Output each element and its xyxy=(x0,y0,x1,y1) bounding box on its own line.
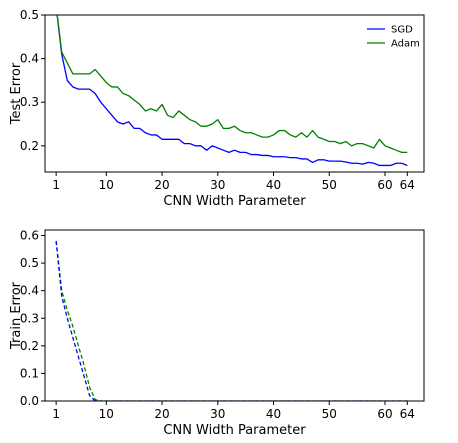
x-axis-label: CNN Width Parameter xyxy=(163,194,306,209)
axes-frame xyxy=(44,229,425,402)
series-line-adam xyxy=(56,15,408,154)
series-line-sgd xyxy=(56,15,408,167)
x-tick-label: 64 xyxy=(400,407,415,421)
x-tick-label: 64 xyxy=(400,178,415,192)
x-tick-label: 50 xyxy=(322,178,337,192)
x-tick-label: 20 xyxy=(154,178,169,192)
x-tick-label: 40 xyxy=(266,407,281,421)
x-tick-label: 1 xyxy=(52,407,60,421)
y-tick-label: 0.5 xyxy=(20,8,39,22)
legend-label-adam: Adam xyxy=(391,39,420,50)
series-line-series-2 xyxy=(55,240,408,401)
y-tick-label: 0.2 xyxy=(20,139,39,153)
x-axis-label: CNN Width Parameter xyxy=(163,423,306,438)
x-tick-label: 1 xyxy=(52,178,60,192)
legend-label-sgd: SGD xyxy=(391,25,413,36)
y-tick-label: 0.3 xyxy=(20,311,39,325)
y-tick-label: 0.1 xyxy=(20,366,39,380)
x-tick-label: 40 xyxy=(266,178,281,192)
y-tick-label: 0.2 xyxy=(20,339,39,353)
series-line-series-1 xyxy=(55,240,408,401)
y-axis-label: Train Error xyxy=(9,281,24,350)
axes-frame xyxy=(44,14,425,173)
legend: SGD Adam xyxy=(367,25,420,50)
test-error-chart: 1 10 20 30 40 50 60 64 0.2 0.3 0.4 0.5 CNN Width Par… xyxy=(9,8,425,209)
train-error-chart: 1 10 20 30 40 50 60 64 0.0 0.1 0.2 0.3 0.4 0.5 0.6 CNN … xyxy=(9,229,425,438)
x-tick-label: 30 xyxy=(210,178,225,192)
y-tick-label: 0.4 xyxy=(20,284,39,298)
x-tick-label: 60 xyxy=(377,178,392,192)
x-tick-label: 20 xyxy=(154,407,169,421)
y-tick-label: 0.5 xyxy=(20,256,39,270)
y-tick-label: 0.4 xyxy=(20,52,39,66)
x-tick-label: 30 xyxy=(210,407,225,421)
y-axis-label: Test Error xyxy=(9,62,24,125)
y-tick-label: 0.0 xyxy=(20,394,39,408)
x-tick-label: 10 xyxy=(99,407,114,421)
plot-area xyxy=(55,240,408,401)
plot-area xyxy=(56,15,408,167)
y-tick-label: 0.3 xyxy=(20,95,39,109)
x-tick-label: 50 xyxy=(322,407,337,421)
y-tick-label: 0.6 xyxy=(20,229,39,243)
x-tick-label: 60 xyxy=(377,407,392,421)
x-tick-label: 10 xyxy=(99,178,114,192)
